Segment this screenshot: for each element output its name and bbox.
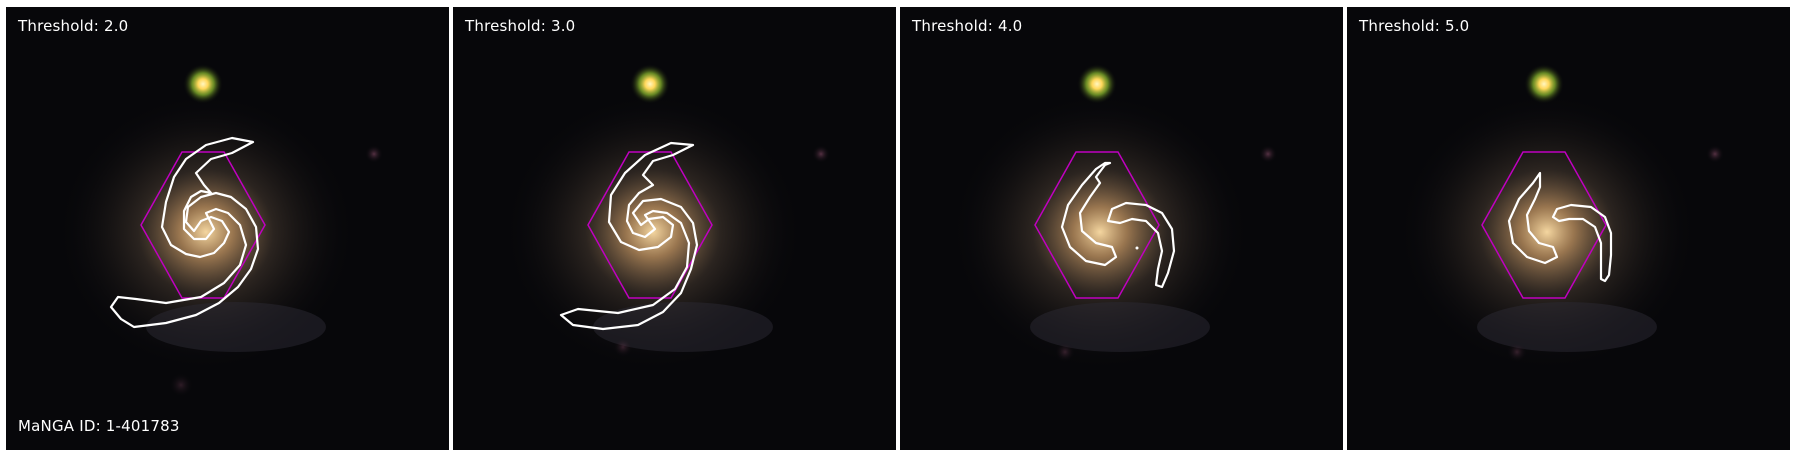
galaxy-image	[453, 7, 896, 450]
foreground-star	[1524, 64, 1564, 104]
arm-contour	[1551, 203, 1613, 283]
galaxy-glow	[1397, 92, 1697, 372]
arm-contour	[559, 141, 699, 331]
galaxy-glow	[56, 92, 356, 372]
foreground-star	[183, 64, 223, 104]
ifu-hexagon	[1481, 151, 1607, 299]
panel-strip: Threshold: 2.0 MaNGA ID: 1-401783	[6, 7, 1791, 450]
panel-threshold-5: Threshold: 5.0	[1347, 7, 1790, 450]
ifu-hexagon	[1034, 151, 1160, 299]
panel-threshold-4: Threshold: 4.0	[900, 7, 1343, 450]
threshold-label: Threshold: 3.0	[465, 17, 576, 35]
threshold-label: Threshold: 5.0	[1359, 17, 1470, 35]
panel-threshold-2: Threshold: 2.0 MaNGA ID: 1-401783	[6, 7, 449, 450]
galaxy-image	[6, 7, 449, 450]
arm-contour	[1507, 171, 1559, 265]
arm-contour	[1060, 161, 1118, 267]
galaxy-glow	[950, 92, 1250, 372]
panel-threshold-3: Threshold: 3.0	[453, 7, 896, 450]
arm-contour	[109, 136, 260, 329]
galaxy-id-label: MaNGA ID: 1-401783	[18, 417, 180, 435]
galaxy-image	[1347, 7, 1790, 450]
foreground-star	[1077, 64, 1117, 104]
galaxy-image	[900, 7, 1343, 450]
arm-contour	[1106, 201, 1176, 289]
ifu-hexagon	[587, 151, 713, 299]
threshold-label: Threshold: 2.0	[18, 17, 129, 35]
threshold-label: Threshold: 4.0	[912, 17, 1023, 35]
foreground-star	[630, 64, 670, 104]
